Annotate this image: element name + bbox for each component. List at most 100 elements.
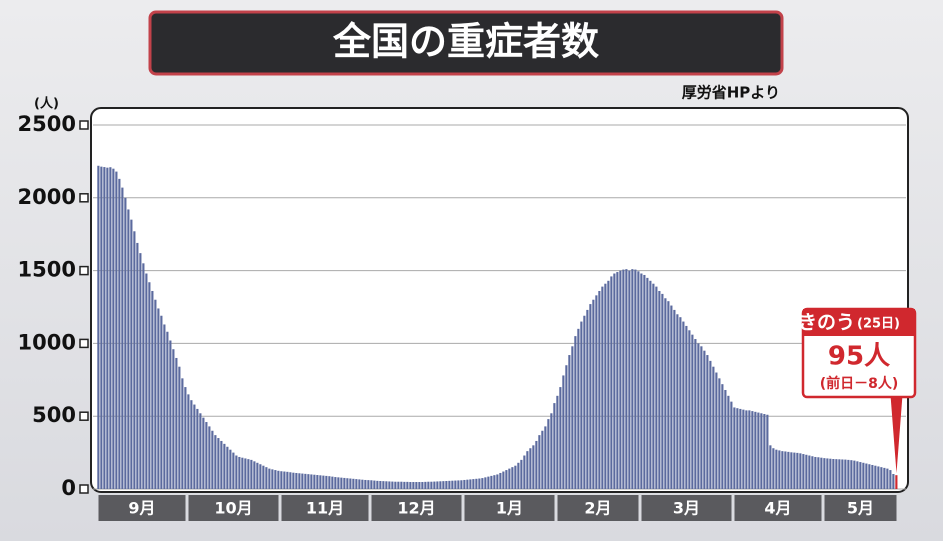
bar: [172, 349, 175, 489]
bar: [178, 366, 181, 489]
month-box: [557, 495, 639, 521]
y-tick-label: 2500: [18, 112, 76, 136]
bar: [679, 317, 682, 489]
bar: [556, 395, 559, 489]
bar: [628, 270, 631, 489]
bar: [457, 480, 460, 489]
bar: [712, 366, 715, 489]
bar: [592, 299, 595, 489]
bar: [277, 470, 280, 489]
bar: [145, 273, 148, 489]
bar: [463, 479, 466, 489]
bar: [301, 473, 304, 489]
source: 厚労省HPより: [682, 84, 780, 102]
bar: [844, 459, 847, 489]
y-unit: (人): [34, 96, 59, 112]
bar: [307, 474, 310, 489]
bar: [115, 171, 118, 490]
bar: [814, 456, 817, 489]
y-tick-label: 0: [61, 476, 76, 500]
bar: [343, 477, 346, 489]
plot-frame: [90, 107, 909, 493]
bar: [538, 435, 541, 489]
bar: [601, 286, 604, 489]
bar: [508, 468, 511, 489]
bar: [721, 384, 724, 489]
bar: [700, 346, 703, 489]
bar: [865, 463, 868, 489]
bar: [676, 314, 679, 489]
bar: [583, 315, 586, 489]
bar: [667, 301, 670, 489]
bar: [826, 458, 829, 489]
bar: [184, 387, 187, 489]
bar: [835, 459, 838, 489]
x-tick-label: 2月: [584, 499, 611, 518]
month-box: [188, 495, 279, 521]
bar: [439, 481, 442, 489]
bar: [223, 443, 226, 489]
bar: [133, 231, 136, 489]
x-tick-label: 1月: [496, 499, 523, 518]
bar: [544, 426, 547, 489]
bar: [616, 272, 619, 489]
bar: [472, 479, 475, 489]
bar: [499, 472, 502, 489]
bar: [769, 445, 772, 489]
bar: [97, 165, 100, 489]
bar: [643, 274, 646, 489]
bar: [796, 452, 799, 489]
bar: [247, 459, 250, 489]
bar: [298, 473, 301, 489]
bar: [760, 413, 763, 489]
bar: [868, 464, 871, 489]
bar: [715, 372, 718, 489]
bar: [529, 448, 532, 489]
bar: [736, 408, 739, 489]
bar: [550, 413, 553, 489]
bar: [574, 336, 577, 489]
bar: [874, 465, 877, 489]
bar: [775, 449, 778, 489]
bar: [397, 481, 400, 489]
bar: [214, 435, 217, 489]
bar: [820, 457, 823, 489]
bar: [364, 479, 367, 489]
bar: [682, 321, 685, 489]
bar: [322, 475, 325, 489]
bar: [670, 305, 673, 489]
bar: [100, 166, 103, 489]
y-tick-label: 500: [32, 403, 76, 427]
bar: [340, 477, 343, 489]
y-tick-label: 1000: [18, 330, 76, 354]
bar: [142, 263, 145, 489]
bar: [634, 269, 637, 489]
bar: [517, 462, 520, 489]
bar: [259, 464, 262, 489]
bar: [646, 277, 649, 489]
bar: [250, 459, 253, 489]
bar: [166, 331, 169, 489]
bar: [640, 273, 643, 489]
x-tick-label: 9月: [128, 499, 155, 518]
bar: [568, 355, 571, 489]
month-box: [824, 495, 897, 521]
bar: [553, 403, 556, 489]
x-tick-label: 11月: [306, 499, 344, 518]
bar: [361, 479, 364, 489]
bar: [892, 474, 895, 489]
bar: [445, 480, 448, 489]
bar: [862, 462, 865, 489]
x-tick-label: 3月: [673, 499, 700, 518]
bar: [490, 475, 493, 489]
bar: [217, 438, 220, 489]
month-box: [281, 495, 369, 521]
bar: [838, 459, 841, 489]
bar: [427, 481, 430, 489]
bar: [484, 477, 487, 489]
bar: [304, 473, 307, 489]
bar: [658, 290, 661, 489]
bar: [880, 467, 883, 489]
bar: [358, 479, 361, 489]
bar: [580, 321, 583, 489]
